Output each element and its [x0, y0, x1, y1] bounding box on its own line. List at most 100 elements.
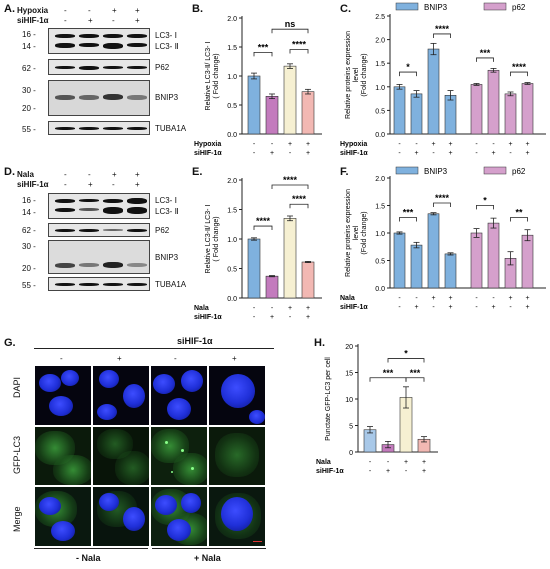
- band-label: LC3- Ⅱ: [155, 42, 179, 51]
- y-axis-label: (Fold change): [361, 211, 368, 254]
- blot-d-sign: +: [112, 170, 117, 179]
- bar: [427, 48, 440, 135]
- treatment-sign: +: [448, 304, 452, 311]
- micrograph-merge-3: [150, 486, 208, 547]
- bar: [265, 275, 279, 299]
- treatment-sign: +: [448, 141, 452, 148]
- blot-a-sign: +: [135, 6, 140, 15]
- y-tick-label: 0.0: [375, 132, 385, 139]
- row-label-dapi: DAPI: [12, 376, 22, 398]
- bar: [283, 218, 297, 299]
- treatment-sign: -: [492, 141, 495, 148]
- significance-label: ****: [435, 193, 450, 203]
- blot-a-bnip3: [48, 80, 150, 116]
- y-tick-label: 1.5: [375, 204, 385, 211]
- treatment-sign: +: [270, 150, 274, 157]
- y-tick-label: 1.0: [375, 231, 385, 238]
- micrograph-dapi-1: [34, 365, 92, 426]
- blot-a-sign: +: [112, 6, 117, 15]
- y-tick-label: 2.0: [227, 178, 237, 185]
- treatment-sign: +: [404, 459, 408, 466]
- treatment-sign: -: [432, 304, 435, 311]
- significance-label: *: [406, 62, 410, 72]
- y-tick-label: 1.5: [227, 45, 237, 52]
- y-tick-label: 0.5: [375, 259, 385, 266]
- row-label: Hypoxia: [194, 141, 221, 148]
- significance-bracket: [271, 184, 309, 189]
- micrograph-gfp-2: [92, 426, 150, 486]
- y-tick-label: 2.0: [375, 38, 385, 45]
- y-tick-label: 0.5: [227, 267, 237, 274]
- panel-g-col-sign: -: [174, 354, 177, 363]
- group-label-plus-nala: + Nala: [194, 553, 221, 563]
- blot-d-row2-label: siHIF-1α: [17, 180, 49, 189]
- y-tick-label: 0.0: [227, 132, 237, 139]
- significance-label: ****: [292, 194, 307, 204]
- treatment-sign: +: [306, 141, 310, 148]
- y-tick-label: 15: [345, 371, 353, 378]
- treatment-sign: -: [475, 304, 478, 311]
- treatment-sign: -: [415, 295, 418, 302]
- significance-label: ****: [435, 24, 450, 34]
- bar: [521, 234, 534, 289]
- micrograph-gfp-4: [208, 426, 266, 486]
- panel-label-h: H.: [314, 337, 325, 349]
- treatment-sign: -: [398, 304, 401, 311]
- treatment-sign: -: [475, 141, 478, 148]
- legend-label: BNIP3: [424, 3, 448, 12]
- chart-e: 0.0 0.5 1.0 1.5 2.0 Relative LC3-Ⅱ/ LC3- Ⅰ( F…: [194, 175, 322, 321]
- treatment-sign: -: [271, 305, 274, 312]
- blot-a-row2-label: siHIF-1α: [17, 16, 49, 25]
- blot-d-sign: -: [88, 170, 91, 179]
- blot-a-row1-label: Hypoxia: [17, 6, 49, 15]
- treatment-sign: +: [306, 150, 310, 157]
- treatment-sign: -: [253, 305, 256, 312]
- significance-label: ***: [258, 42, 269, 52]
- bar: [265, 96, 279, 135]
- treatment-sign: -: [289, 150, 292, 157]
- treatment-sign: -: [398, 141, 401, 148]
- bar: [410, 244, 423, 289]
- bar: [283, 65, 297, 135]
- blot-d-sign: -: [112, 180, 115, 189]
- panel-g-col-sign: +: [117, 354, 122, 363]
- blot-a-sign: -: [112, 16, 115, 25]
- treatment-sign: +: [525, 304, 529, 311]
- treatment-sign: -: [405, 468, 408, 475]
- panel-label-e: E.: [192, 166, 203, 178]
- y-tick-label: 1.0: [227, 74, 237, 81]
- significance-bracket: [433, 33, 451, 38]
- significance-bracket: [289, 203, 309, 209]
- bar: [393, 232, 406, 289]
- row-label: siHIF-1α: [340, 150, 368, 157]
- blot-a-sign: +: [88, 16, 93, 25]
- panel-g-header: siHIF-1α: [177, 336, 213, 346]
- significance-bracket: [510, 217, 528, 222]
- treatment-sign: -: [271, 141, 274, 148]
- y-tick-label: 1.0: [375, 85, 385, 92]
- mw-marker: 62 -: [22, 64, 36, 73]
- panel-label-a: A.: [4, 3, 15, 15]
- treatment-sign: -: [398, 150, 401, 157]
- treatment-sign: -: [369, 468, 372, 475]
- treatment-sign: -: [432, 150, 435, 157]
- significance-bracket: [476, 57, 494, 62]
- row-label: siHIF-1α: [316, 468, 344, 475]
- significance-bracket: [369, 377, 407, 382]
- significance-bracket: [289, 49, 309, 54]
- treatment-sign: -: [289, 314, 292, 321]
- group-label-minus-nala: - Nala: [76, 553, 101, 563]
- panel-g-header-line: [34, 348, 274, 349]
- significance-label: ***: [403, 208, 414, 218]
- y-axis-label: Punctate GFP-LC3 per cell: [325, 357, 332, 441]
- blot-a-sign: +: [135, 16, 140, 25]
- row-label: Hypoxia: [340, 141, 367, 148]
- band-label: TUBA1A: [155, 280, 187, 289]
- band-label: BNIP3: [155, 253, 179, 262]
- treatment-sign: +: [525, 150, 529, 157]
- blot-a-tuba1a: [48, 121, 150, 135]
- treatment-sign: -: [253, 150, 256, 157]
- blot-d-sign: +: [88, 180, 93, 189]
- micrograph-dapi-3: [150, 365, 208, 426]
- chart-f: 0.0 0.5 1.0 1.5 2.0 Relative proteins express…: [340, 166, 546, 311]
